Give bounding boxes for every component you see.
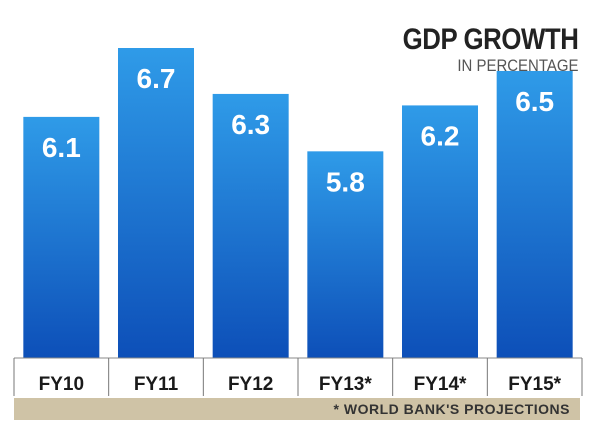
- category-label: FY13*: [319, 374, 372, 395]
- bar-fy10: [23, 116, 100, 358]
- footnote-band: * WORLD BANK'S PROJECTIONS: [14, 398, 580, 420]
- bar-value-label: 6.7: [137, 63, 176, 94]
- bar-value-label: 6.3: [231, 109, 270, 140]
- bar-value-label: 6.1: [42, 132, 81, 163]
- category-label: FY10: [39, 374, 84, 395]
- category-label: FY15*: [508, 374, 561, 395]
- bar-fy15: [496, 70, 573, 359]
- bar-value-label: 5.8: [326, 166, 365, 197]
- bars-layer: 6.1 6.7 6.3 5.8 6.2 6.5: [23, 48, 573, 359]
- bar-fy11: [118, 48, 194, 358]
- category-label: FY12: [228, 374, 273, 395]
- category-label: FY11: [134, 374, 179, 395]
- chart-subtitle: IN PERCENTAGE: [456, 56, 578, 75]
- bar-value-label: 6.5: [515, 86, 554, 117]
- bar-fy14: [402, 105, 478, 358]
- footnote: * WORLD BANK'S PROJECTIONS: [333, 401, 570, 417]
- title-block: GDP GROWTH IN PERCENTAGE: [374, 24, 578, 76]
- bar-value-label: 6.2: [421, 120, 460, 151]
- bar-fy12: [212, 93, 289, 358]
- bar-fy13: [307, 151, 384, 358]
- chart-title: GDP GROWTH: [402, 23, 578, 56]
- category-label: FY14*: [414, 374, 467, 395]
- category-axis: FY10 FY11 FY12 FY13* FY14* FY15*: [13, 358, 583, 396]
